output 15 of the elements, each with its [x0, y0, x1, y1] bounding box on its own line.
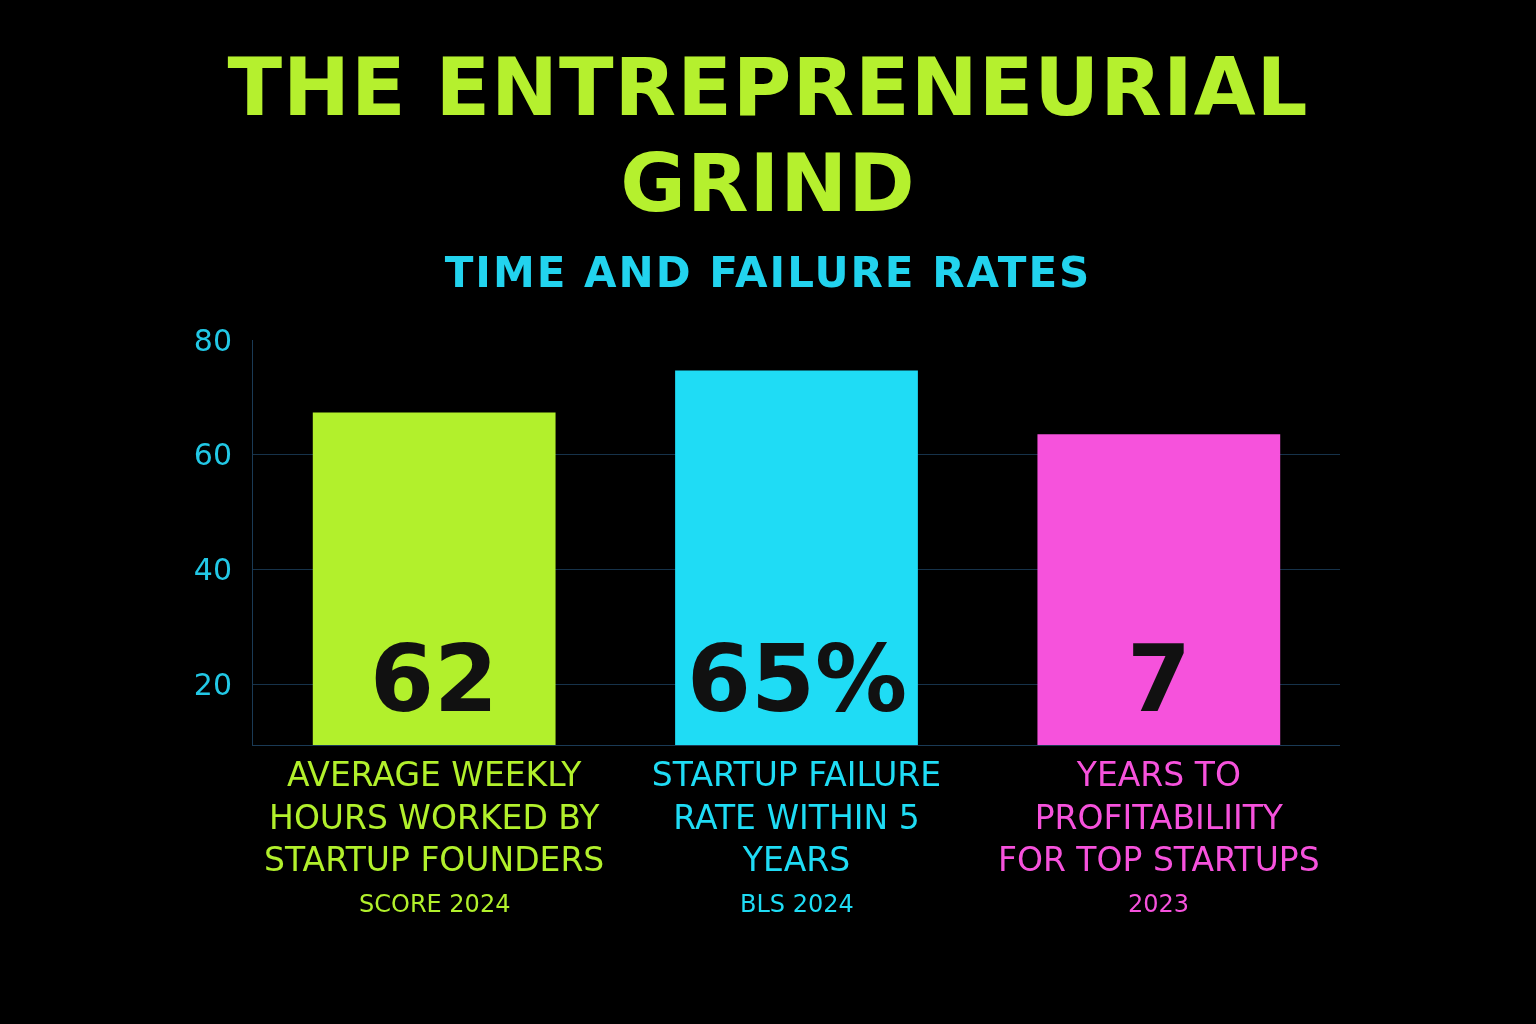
y-tick-label: 60	[193, 437, 232, 473]
y-tick-label: 20	[193, 667, 232, 703]
annotation: 62	[370, 626, 499, 733]
annotation: 7	[1127, 626, 1192, 733]
text: SCORE 2024	[359, 890, 511, 918]
x-tick-label: YEARS TO PROFITABILIITY FOR TOP STARTUPS	[997, 754, 1320, 880]
x-tick-label: AVERAGE WEEKLY HOURS WORKED BY STARTUP FOUNDERS	[264, 754, 605, 880]
y-tick-label: 40	[193, 552, 232, 588]
chart-title: THE ENTREPRENEURIAL GRIND	[226, 40, 1310, 232]
text: 2023	[1128, 890, 1190, 918]
x-tick-label: STARTUP FAILURE RATE WITHIN 5 YEARS	[651, 754, 942, 880]
chart-subtitle: TIME AND FAILURE RATES	[443, 248, 1093, 297]
y-tick-label: 80	[193, 322, 232, 358]
annotation: 65%	[687, 626, 908, 733]
text: BLS 2024	[740, 890, 854, 918]
